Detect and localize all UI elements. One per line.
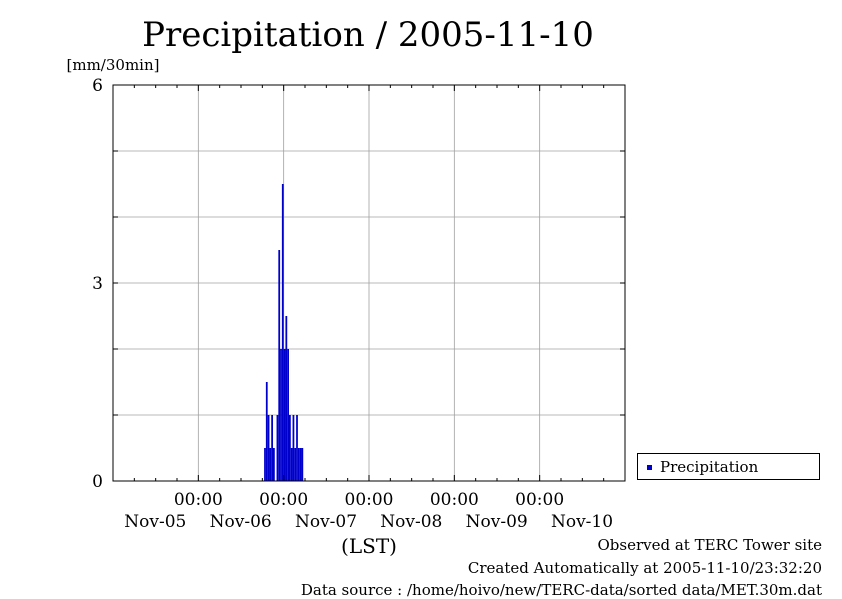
bar	[294, 448, 297, 481]
bar	[283, 349, 286, 481]
bar	[299, 448, 302, 481]
bar	[301, 448, 304, 481]
bar	[265, 382, 268, 481]
chart-title: Precipitation / 2005-11-10	[142, 15, 594, 55]
x-axis-label: (LST)	[341, 534, 397, 558]
bar	[287, 349, 289, 481]
bar	[264, 448, 266, 481]
x-tick-date-label: Nov-09	[466, 512, 528, 532]
bar	[271, 415, 273, 481]
chart-legend: Precipitation	[637, 453, 820, 480]
bar	[269, 448, 272, 481]
bar	[285, 316, 288, 481]
bar	[278, 250, 281, 481]
y-axis-label: [mm/30min]	[67, 56, 160, 74]
x-tick-time-label: 00:00	[345, 490, 394, 510]
x-tick-date-label: Nov-07	[295, 512, 357, 532]
bar	[292, 415, 295, 481]
bar	[267, 415, 270, 481]
bar	[297, 448, 300, 481]
bar	[281, 184, 284, 481]
x-tick-time-label: 00:00	[515, 490, 564, 510]
x-tick-date-label: Nov-10	[551, 512, 613, 532]
bar	[280, 349, 282, 481]
x-tick-date-label: Nov-05	[124, 512, 186, 532]
footer-source: Data source : /home/hoivo/new/TERC-data/…	[300, 581, 822, 599]
y-tick-label: 3	[92, 274, 103, 294]
y-tick-label: 6	[92, 76, 103, 96]
x-tick-date-label: Nov-08	[380, 512, 442, 532]
y-tick-label: 0	[92, 472, 103, 492]
x-tick-time-label: 00:00	[259, 490, 308, 510]
footer-observed: Observed at TERC Tower site	[597, 536, 822, 554]
bar	[296, 415, 298, 481]
legend-swatch-precipitation	[647, 465, 652, 470]
bar	[289, 415, 291, 481]
footer-created: Created Automatically at 2005-11-10/23:3…	[467, 559, 822, 577]
x-tick-date-label: Nov-06	[210, 512, 272, 532]
x-tick-time-label: 00:00	[430, 490, 479, 510]
bar	[290, 448, 293, 481]
x-tick-time-label: 00:00	[174, 490, 223, 510]
legend-label-precipitation: Precipitation	[660, 458, 759, 476]
bar	[273, 448, 275, 481]
bar	[276, 415, 279, 481]
